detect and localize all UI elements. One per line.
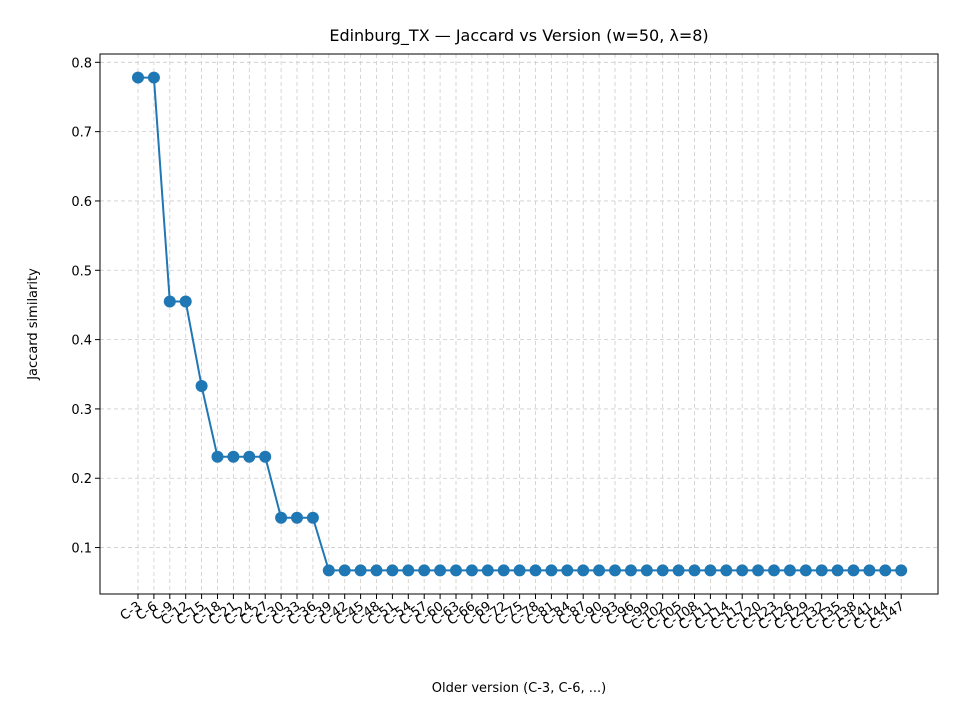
y-tick-label: 0.2 <box>71 472 92 487</box>
data-point <box>656 564 669 577</box>
data-point <box>418 564 431 577</box>
data-point <box>132 71 144 84</box>
data-point <box>688 564 701 577</box>
series-jaccard <box>132 71 908 577</box>
data-point <box>513 564 526 577</box>
x-tick-label: C-147 <box>867 599 907 633</box>
y-tick-label: 0.5 <box>71 264 92 279</box>
data-point <box>863 564 876 577</box>
data-point <box>895 564 908 577</box>
grid <box>100 54 938 594</box>
data-point <box>752 564 765 577</box>
data-point <box>211 450 224 463</box>
data-point <box>465 564 478 577</box>
data-point <box>624 564 637 577</box>
chart-title: Edinburg_TX — Jaccard vs Version (w=50, … <box>329 26 708 46</box>
data-point <box>736 564 749 577</box>
data-point <box>497 564 510 577</box>
data-point <box>593 564 606 577</box>
data-point <box>783 564 796 577</box>
data-point <box>815 564 828 577</box>
data-point <box>545 564 558 577</box>
data-point <box>704 564 717 577</box>
data-point <box>561 564 574 577</box>
data-point <box>577 564 590 577</box>
data-point <box>386 564 399 577</box>
y-tick-label: 0.6 <box>71 195 92 210</box>
data-point <box>195 380 208 393</box>
y-tick-label: 0.8 <box>71 56 92 71</box>
data-point <box>768 564 780 577</box>
y-tick-label: 0.3 <box>71 403 92 418</box>
data-point <box>847 564 860 577</box>
data-point <box>481 564 494 577</box>
data-point <box>720 564 733 577</box>
plot-frame <box>99 53 939 595</box>
data-point <box>529 564 542 577</box>
data-point <box>370 564 383 577</box>
data-point <box>147 71 160 84</box>
data-point <box>163 295 176 308</box>
x-axis-label: Older version (C-3, C-6, ...) <box>432 681 606 696</box>
data-point <box>322 564 335 577</box>
data-point <box>609 564 621 577</box>
y-axis: 0.1 0.2 0.3 0.4 0.5 0.6 0.7 0.8 <box>71 56 100 557</box>
y-tick-label: 0.7 <box>71 126 92 141</box>
data-point <box>450 564 462 577</box>
data-point <box>306 511 319 524</box>
data-point <box>672 564 685 577</box>
data-point <box>402 564 415 577</box>
data-point <box>227 450 240 463</box>
y-axis-label: Jaccard similarity <box>26 268 41 381</box>
x-axis: C-3C-6C-9C-12C-15C-18C-21C-24C-27C-30C-3… <box>118 594 907 633</box>
data-point <box>338 564 351 577</box>
y-tick-label: 0.1 <box>71 542 92 557</box>
data-point <box>799 564 812 577</box>
data-point <box>640 564 653 577</box>
data-point <box>179 295 192 308</box>
data-point <box>259 450 272 463</box>
data-point <box>243 450 256 463</box>
data-point <box>354 564 367 577</box>
data-point <box>831 564 844 577</box>
data-point <box>275 511 288 524</box>
y-tick-label: 0.4 <box>71 334 92 349</box>
data-point <box>291 511 303 524</box>
data-point <box>879 564 892 577</box>
data-point <box>434 564 447 577</box>
